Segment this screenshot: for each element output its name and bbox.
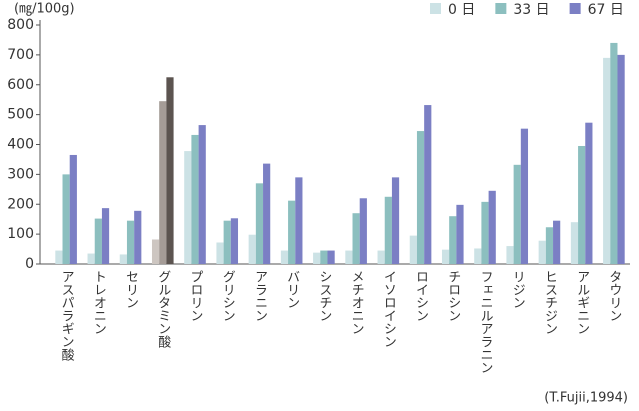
bar (223, 220, 231, 264)
bar (610, 42, 618, 264)
legend-swatch (495, 3, 507, 14)
y-tick-label: 200 (7, 196, 34, 212)
x-tick-label: チロシン (445, 270, 460, 322)
y-tick-label: 600 (7, 77, 34, 93)
bar (255, 183, 264, 264)
y-tick-label: 100 (7, 226, 34, 242)
bar (424, 105, 432, 264)
bar (295, 177, 303, 264)
x-tick-label: アラニン (252, 270, 267, 322)
legend-label: 0 日 (448, 2, 475, 18)
bar (474, 248, 482, 264)
x-tick-label: フェニルアラニン (478, 270, 493, 374)
x-tick-label: プロリン (188, 270, 203, 322)
x-tick-label: グルタミン酸 (155, 270, 171, 348)
x-tick-label: ヒスチジン (542, 270, 557, 335)
bar (603, 57, 611, 264)
bar (391, 177, 400, 264)
bar (198, 125, 206, 264)
bar (441, 249, 450, 264)
bar (449, 216, 457, 264)
unit-label: (㎎/100g) (14, 2, 75, 17)
bar (216, 242, 224, 264)
bar (87, 253, 95, 264)
bar (377, 250, 385, 264)
bar (280, 250, 289, 264)
bar (488, 190, 496, 264)
x-tick-label: アスパラギン酸 (59, 270, 75, 361)
bar (345, 250, 353, 264)
bar (101, 208, 110, 264)
bar (248, 234, 256, 264)
y-tick-label: 500 (7, 107, 34, 123)
bar (327, 250, 335, 264)
bar (320, 250, 328, 264)
bar (553, 220, 561, 264)
bar (55, 250, 63, 264)
y-tick-label: 700 (7, 47, 34, 63)
bar (126, 220, 135, 264)
bar (359, 198, 367, 264)
bar (513, 164, 521, 264)
bar (151, 239, 160, 264)
bar (585, 122, 593, 264)
bar (166, 77, 174, 264)
x-tick-label: シスチン (316, 270, 331, 322)
bar (62, 174, 70, 264)
x-tick-label: タウリン (606, 270, 621, 322)
y-tick-label: 300 (7, 166, 34, 182)
bar (570, 222, 579, 264)
bar (288, 200, 296, 264)
x-tick-label: バリン (284, 270, 300, 309)
y-tick-label: 400 (7, 137, 34, 153)
bar (184, 151, 192, 264)
bar (191, 134, 199, 264)
bar (617, 54, 625, 264)
bar (409, 235, 417, 264)
bar (506, 246, 514, 264)
x-tick-label: セリン (123, 270, 139, 309)
legend-label: 33 日 (513, 2, 549, 18)
x-tick-label: アルギニン (574, 270, 589, 335)
bar (520, 128, 529, 264)
bar (545, 227, 554, 264)
x-tick-label: グリシン (220, 270, 236, 322)
bar (159, 101, 167, 265)
bar (263, 163, 271, 264)
legend-label: 67 日 (588, 2, 624, 18)
bar (538, 240, 546, 264)
legend-swatch (569, 3, 581, 14)
bar (134, 210, 142, 264)
bar (94, 218, 102, 264)
bar (313, 252, 321, 264)
bar (69, 154, 77, 264)
source: (T.Fujii,1994) (544, 391, 628, 406)
x-tick-label: メチオニン (349, 270, 364, 335)
bar (352, 213, 360, 264)
y-tick-label: 800 (7, 17, 34, 33)
legend-swatch (430, 3, 441, 14)
bar (230, 218, 239, 264)
y-tick-label: 0 (25, 256, 34, 272)
bar (416, 131, 425, 264)
x-tick-label: トレオニン (91, 270, 106, 335)
bar (119, 254, 127, 264)
x-tick-label: リジン (510, 270, 525, 309)
x-tick-label: イソロイシン (381, 270, 396, 348)
bar (481, 201, 489, 264)
bar (456, 204, 464, 264)
bar (384, 196, 392, 264)
bar (578, 145, 586, 264)
x-tick-label: ロイシン (413, 270, 428, 322)
